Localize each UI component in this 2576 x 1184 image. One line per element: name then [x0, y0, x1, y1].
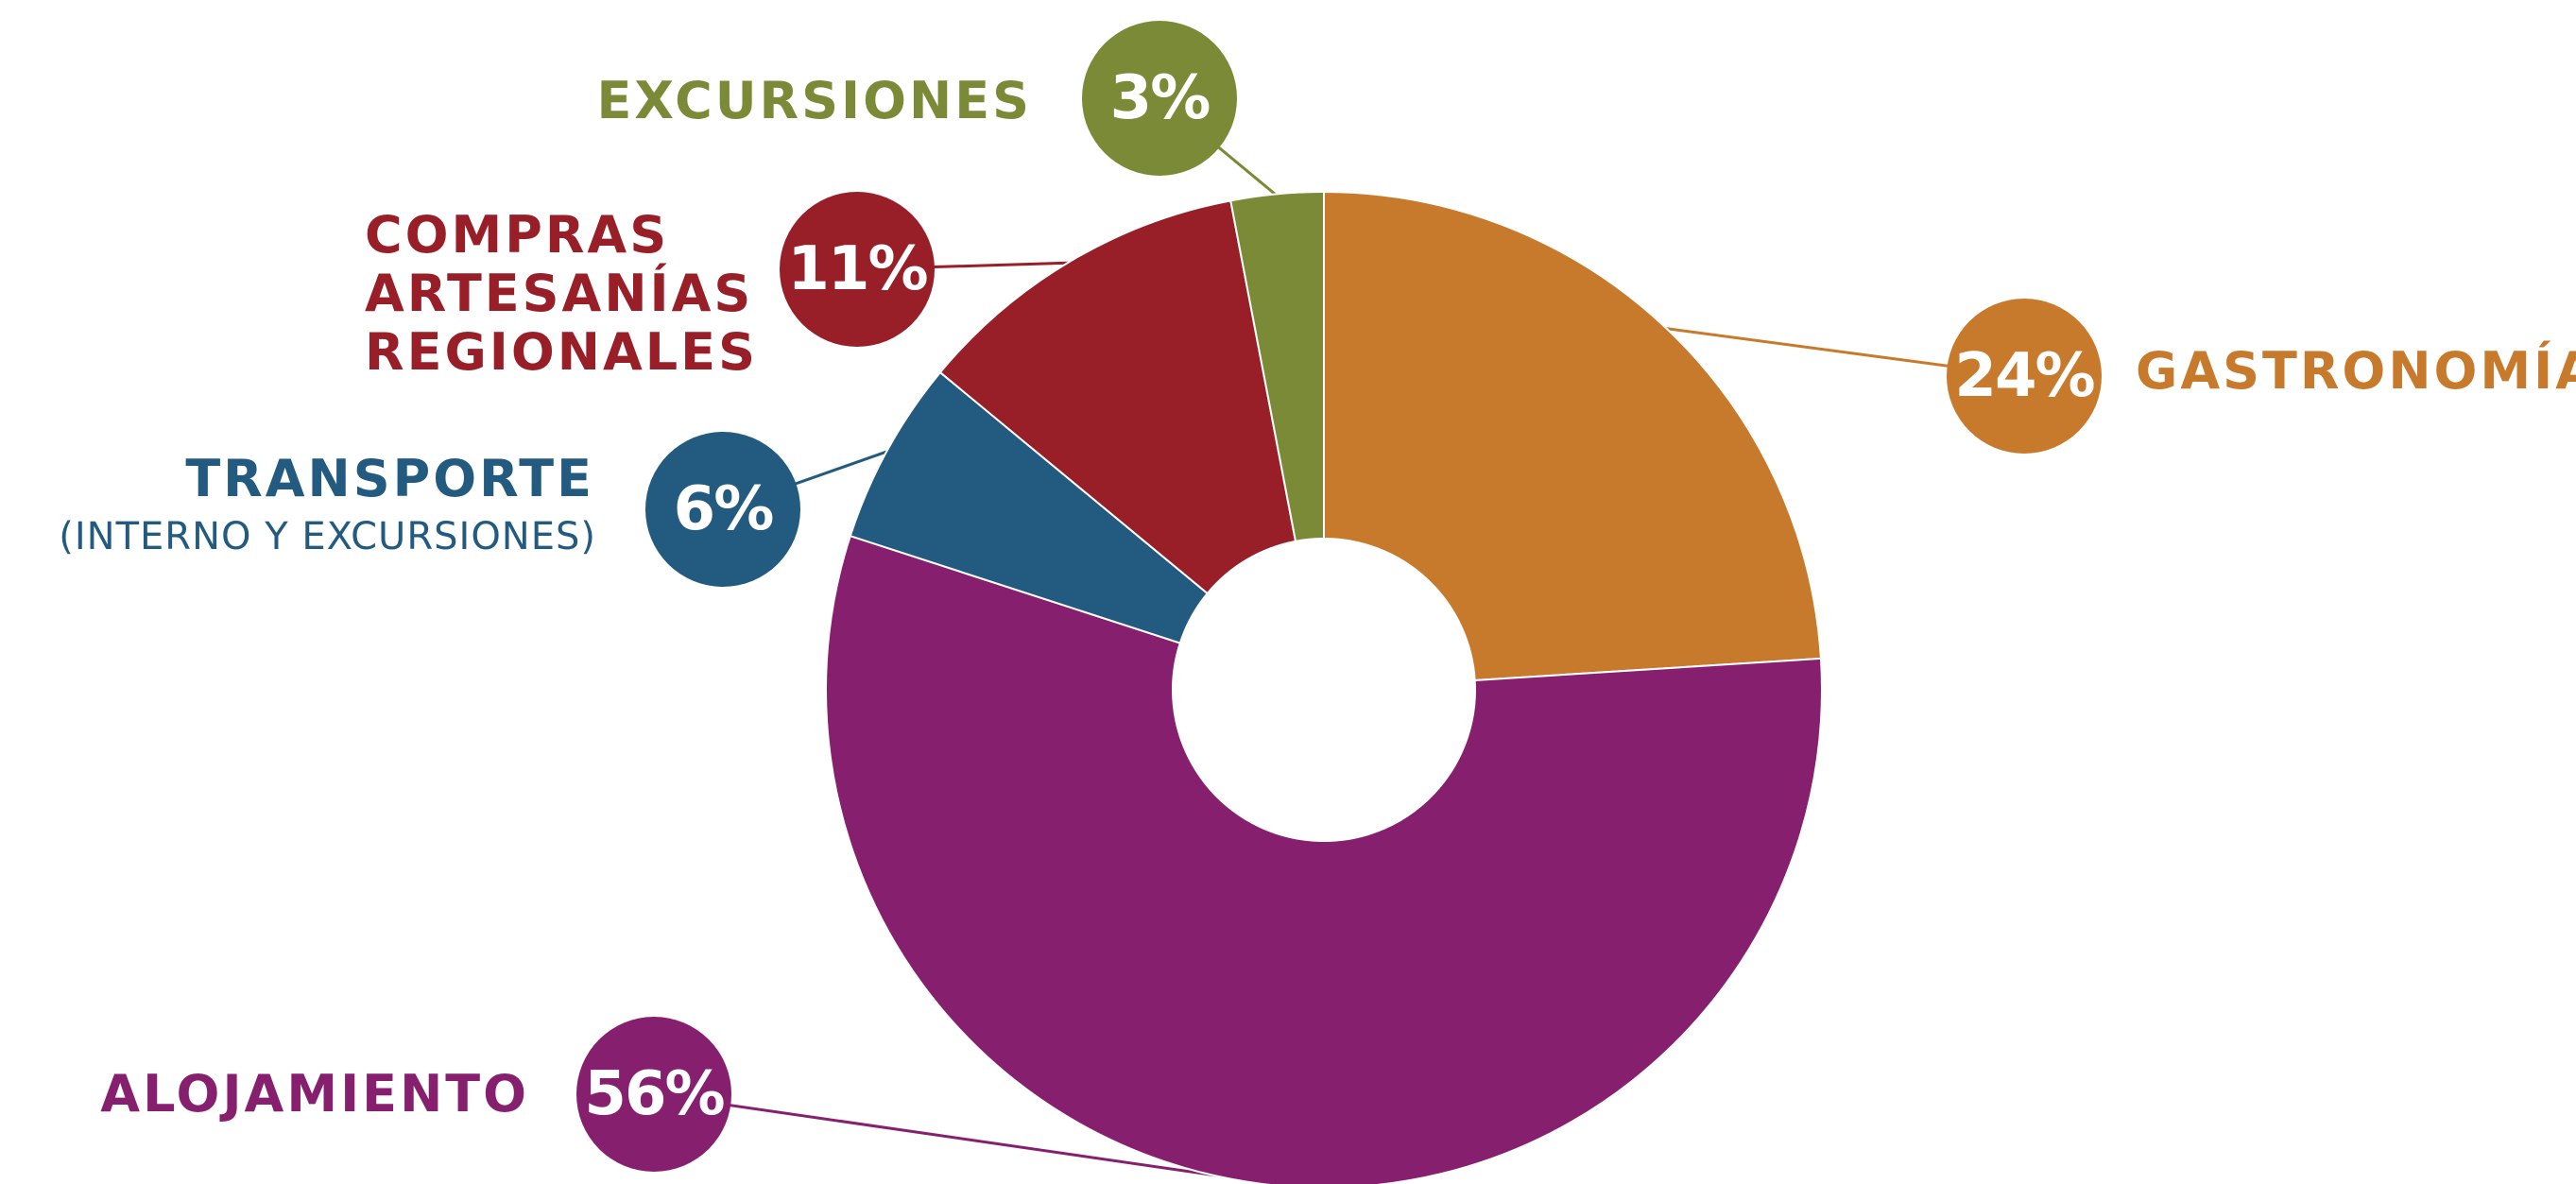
slice [825, 534, 1823, 1184]
category-label: ALOJAMIENTO [100, 1064, 529, 1124]
value-label: 24% [1954, 341, 2094, 411]
bubbles: 24% 56% 6% 11% 3% [576, 21, 2102, 1172]
value-bubble [780, 192, 935, 347]
category-note: (INTERNO Y EXCURSIONES) [59, 515, 596, 558]
value-bubble [1082, 21, 1237, 176]
slice [849, 370, 1210, 644]
leader-line [653, 1092, 1262, 1184]
slices [825, 190, 1823, 1184]
value-label: 56% [584, 1059, 724, 1129]
value-label: 3% [1110, 63, 1211, 133]
value-label: 6% [674, 474, 774, 544]
value-label: 11% [787, 234, 927, 304]
category-label: COMPRAS ARTESANÍAS REGIONALES [365, 205, 758, 382]
slice [1323, 190, 1823, 682]
value-bubble [1947, 299, 2102, 454]
category-label: EXCURSIONES [596, 71, 1032, 130]
value-bubble [576, 1017, 731, 1172]
slice [1229, 190, 1325, 543]
category-label: GASTRONOMÍA [2136, 341, 2576, 401]
value-bubble [645, 432, 800, 587]
slice [938, 199, 1297, 595]
category-label: TRANSPORTE [185, 449, 594, 508]
